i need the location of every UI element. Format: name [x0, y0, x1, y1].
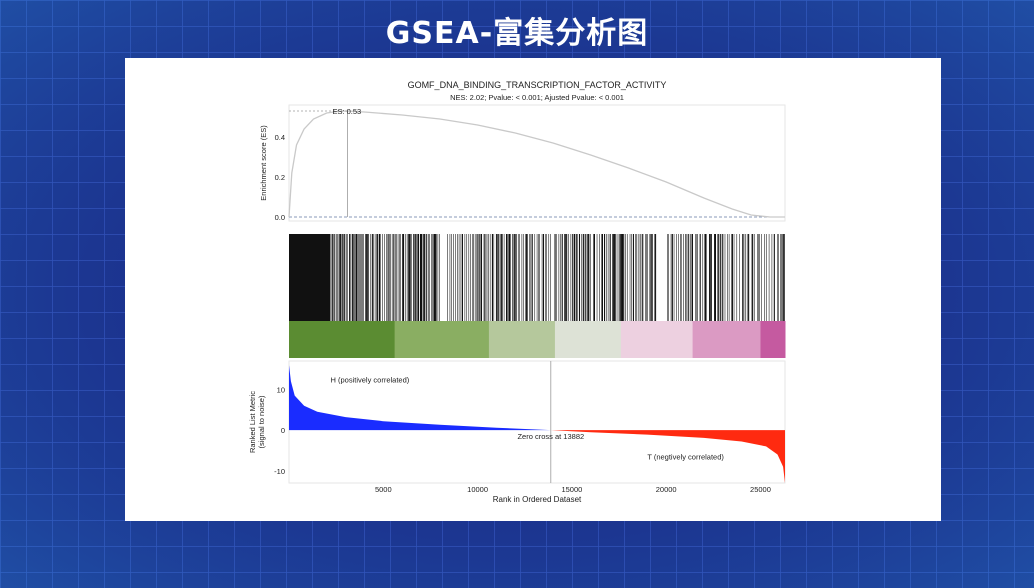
- es-peak-label: ES: 0.53: [332, 107, 361, 116]
- page-title: GSEA-富集分析图: [385, 16, 649, 51]
- es-ytick-label: 0.2: [275, 173, 285, 182]
- metric-ytick-label: 10: [277, 385, 285, 394]
- xtick-label: 20000: [656, 485, 677, 494]
- xtick-label: 5000: [375, 485, 392, 494]
- hits-barcode: [289, 234, 785, 321]
- metric-ylabel-line: (signal to noise): [257, 395, 266, 448]
- zero-cross-label: Zero cross at 13882: [517, 432, 584, 441]
- metric-ytick-label: -10: [274, 467, 285, 476]
- xtick-label: 10000: [467, 485, 488, 494]
- metric-positive-area: [289, 365, 551, 431]
- heat-band-segment: [692, 321, 761, 358]
- es-ytick-label: 0.0: [275, 213, 285, 222]
- heat-band-segment: [394, 321, 490, 358]
- hits-dense-block: [289, 234, 331, 321]
- chart-subtitle: NES: 2.02; Pvalue: < 0.001; Ajusted Pval…: [450, 93, 624, 102]
- es-panel-frame: [288, 104, 786, 222]
- x-axis-label: Rank in Ordered Dataset: [493, 495, 582, 504]
- metric-ytick-label: 0: [281, 426, 285, 435]
- gsea-chart: GOMF_DNA_BINDING_TRANSCRIPTION_FACTOR_AC…: [248, 80, 786, 504]
- metric-negative-area: [550, 430, 785, 483]
- xtick-label: 15000: [561, 485, 582, 494]
- chart-card: GOMF_DNA_BINDING_TRANSCRIPTION_FACTOR_AC…: [125, 58, 941, 521]
- positive-label: H (positively correlated): [330, 375, 409, 384]
- heat-band-segment: [488, 321, 556, 358]
- chart-title: GOMF_DNA_BINDING_TRANSCRIPTION_FACTOR_AC…: [408, 80, 667, 90]
- metric-ylabel-line: Ranked List Metric: [248, 391, 257, 453]
- negative-label: T (negtively correlated): [647, 453, 724, 462]
- metric-ylabel: Ranked List Metric(signal to noise): [248, 391, 266, 453]
- heat-band-segment: [289, 321, 396, 358]
- heat-band-segment: [760, 321, 786, 358]
- heat-band-segment: [620, 321, 694, 358]
- heat-band-segment: [554, 321, 622, 358]
- es-curve: [288, 110, 785, 218]
- xtick-label: 25000: [750, 485, 771, 494]
- es-ylabel: Enrichment score (ES): [259, 125, 268, 201]
- es-ytick-label: 0.4: [275, 133, 285, 142]
